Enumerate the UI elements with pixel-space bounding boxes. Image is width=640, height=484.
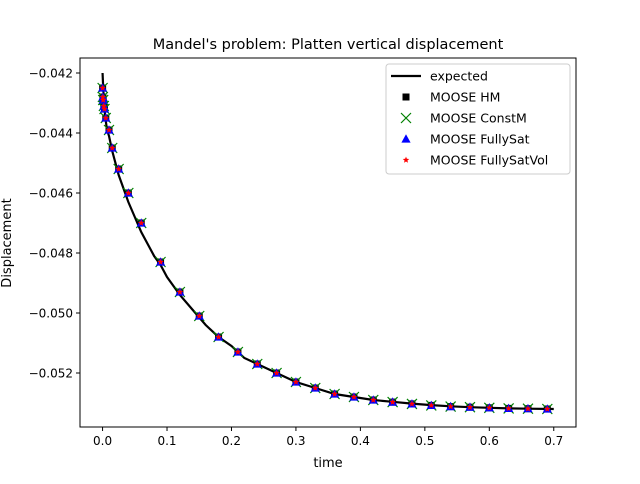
- data-point-moose-fullysatvol: [138, 219, 145, 226]
- legend-label: MOOSE HM: [430, 90, 500, 105]
- x-axis-label: time: [313, 456, 342, 471]
- data-layer: [97, 72, 554, 415]
- x-tick-label: 0.2: [222, 434, 241, 448]
- data-point-moose-fullysatvol: [100, 102, 108, 109]
- x-tick-label: 0.3: [286, 434, 305, 448]
- data-point-moose-fullysatvol: [99, 93, 107, 100]
- data-point-moose-fullysatvol: [109, 144, 116, 151]
- y-tick-label: −0.042: [29, 66, 73, 80]
- data-point-moose-fullysatvol: [524, 405, 532, 412]
- y-tick-label: −0.044: [29, 126, 73, 140]
- data-point-moose-fullysatvol: [312, 384, 319, 391]
- x-tick-label: 0.6: [480, 434, 499, 448]
- x-tick-label: 0.0: [93, 434, 112, 448]
- y-tick-label: −0.050: [29, 306, 73, 320]
- data-point-moose-fullysatvol: [428, 402, 435, 409]
- data-point-moose-fullysatvol: [389, 398, 396, 405]
- data-point-moose-fullysatvol: [99, 84, 106, 91]
- data-point-moose-fullysatvol: [505, 405, 512, 412]
- data-point-moose-fullysatvol: [215, 333, 222, 340]
- x-tick-label: 0.5: [415, 434, 434, 448]
- y-tick-label: −0.048: [29, 246, 73, 260]
- legend-marker: [400, 112, 412, 124]
- y-axis: −0.042 −0.044 −0.046 −0.048 −0.050 −0.052: [29, 66, 80, 380]
- legend-box: [385, 63, 571, 175]
- legend-marker: [402, 93, 410, 101]
- data-point-moose-fullysatvol: [331, 390, 338, 397]
- x-tick-label: 0.4: [351, 434, 370, 448]
- data-point-moose-fullysatvol: [273, 369, 280, 376]
- legend-marker: [401, 134, 411, 143]
- data-point-moose-fullysatvol: [234, 348, 242, 355]
- legend-label: expected: [430, 69, 488, 84]
- data-point-moose-fullysatvol: [544, 405, 551, 412]
- x-tick-label: 0.7: [544, 434, 563, 448]
- data-point-moose-fullysatvol: [176, 288, 184, 295]
- legend: expected MOOSE HM MOOSE ConstM MOOSE FullyS…: [385, 63, 571, 175]
- data-point-moose-fullysatvol: [466, 403, 474, 410]
- y-axis-label: Displacement: [0, 198, 15, 287]
- x-tick-label: 0.1: [157, 434, 176, 448]
- series-moose-fullysatvol: [99, 84, 551, 412]
- data-point-moose-fullysatvol: [196, 312, 203, 319]
- data-point-moose-fullysatvol: [408, 400, 416, 407]
- data-point-moose-fullysatvol: [125, 189, 132, 196]
- y-tick-label: −0.052: [29, 366, 73, 380]
- data-point-moose-fullysatvol: [101, 105, 108, 112]
- chart-title: Mandel's problem: Platten vertical displ…: [153, 37, 504, 53]
- legend-label: MOOSE FullySatVol: [430, 153, 548, 168]
- legend-label: MOOSE FullySat: [430, 132, 530, 147]
- data-point-moose-fullysatvol: [157, 258, 164, 265]
- legend-label: MOOSE ConstM: [430, 111, 527, 126]
- x-axis: 0.0 0.1 0.2 0.3 0.4 0.5 0.6 0.7: [93, 427, 563, 448]
- legend-marker: [402, 156, 410, 163]
- plot-frame: [79, 57, 577, 428]
- data-point-moose-fullysatvol: [102, 114, 110, 121]
- data-point-moose-fullysatvol: [254, 360, 261, 367]
- data-point-moose-fullysatvol: [447, 403, 454, 410]
- data-point-moose-fullysatvol: [350, 393, 358, 400]
- data-point-moose-fullysatvol: [99, 96, 107, 103]
- data-point-moose-fullysatvol: [105, 126, 113, 133]
- data-point-moose-fullysatvol: [486, 404, 493, 411]
- data-point-moose-fullysatvol: [370, 396, 377, 403]
- y-tick-label: −0.046: [29, 186, 73, 200]
- data-point-moose-fullysatvol: [115, 165, 122, 172]
- data-point-moose-fullysatvol: [292, 378, 300, 385]
